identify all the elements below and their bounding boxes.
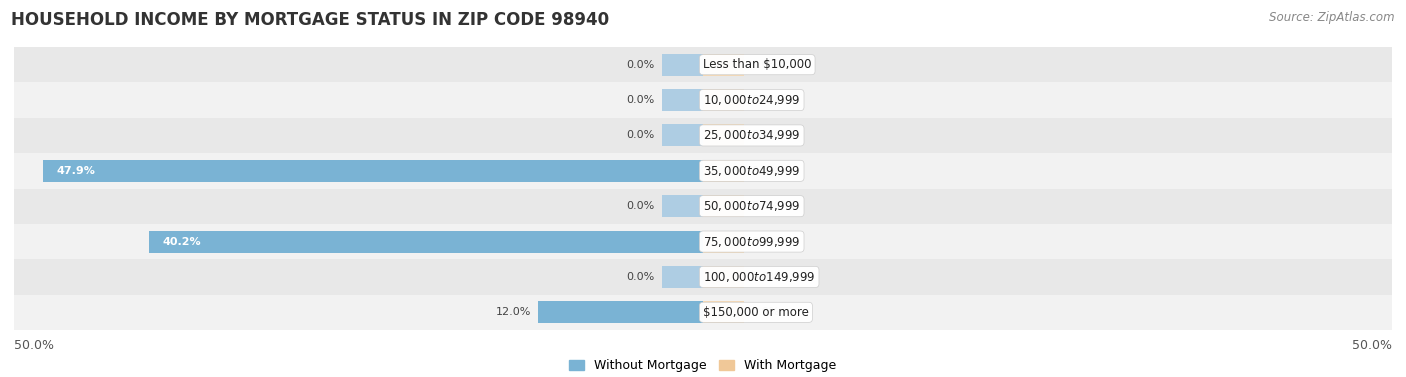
Text: 0.0%: 0.0%: [751, 130, 779, 141]
Bar: [703, 231, 744, 253]
Text: $150,000 or more: $150,000 or more: [703, 306, 808, 319]
Text: 12.0%: 12.0%: [495, 307, 531, 317]
Bar: [149, 231, 703, 253]
Text: 0.0%: 0.0%: [751, 307, 779, 317]
Text: 0.0%: 0.0%: [751, 60, 779, 70]
Bar: [703, 195, 744, 217]
Bar: [662, 266, 703, 288]
Text: $50,000 to $74,999: $50,000 to $74,999: [703, 199, 800, 213]
Bar: [44, 160, 703, 182]
Text: 40.2%: 40.2%: [163, 236, 201, 247]
Text: 0.0%: 0.0%: [751, 272, 779, 282]
Bar: [14, 259, 1392, 294]
Bar: [662, 54, 703, 76]
Text: Less than $10,000: Less than $10,000: [703, 58, 811, 71]
Text: 47.9%: 47.9%: [56, 166, 96, 176]
Text: $75,000 to $99,999: $75,000 to $99,999: [703, 234, 800, 248]
Text: 0.0%: 0.0%: [751, 166, 779, 176]
Text: 0.0%: 0.0%: [627, 60, 655, 70]
Text: 50.0%: 50.0%: [14, 339, 53, 352]
Bar: [14, 118, 1392, 153]
Bar: [703, 301, 744, 323]
Text: $10,000 to $24,999: $10,000 to $24,999: [703, 93, 800, 107]
Bar: [14, 188, 1392, 224]
Bar: [662, 124, 703, 146]
Bar: [703, 124, 744, 146]
Text: $25,000 to $34,999: $25,000 to $34,999: [703, 129, 800, 143]
Text: 0.0%: 0.0%: [751, 95, 779, 105]
Bar: [703, 89, 744, 111]
Bar: [14, 153, 1392, 188]
Legend: Without Mortgage, With Mortgage: Without Mortgage, With Mortgage: [564, 354, 842, 377]
Text: 0.0%: 0.0%: [627, 201, 655, 211]
Bar: [662, 89, 703, 111]
Bar: [537, 301, 703, 323]
Text: 0.0%: 0.0%: [627, 95, 655, 105]
Text: $100,000 to $149,999: $100,000 to $149,999: [703, 270, 815, 284]
Text: HOUSEHOLD INCOME BY MORTGAGE STATUS IN ZIP CODE 98940: HOUSEHOLD INCOME BY MORTGAGE STATUS IN Z…: [11, 11, 609, 29]
Bar: [14, 47, 1392, 83]
Bar: [703, 54, 744, 76]
Bar: [662, 195, 703, 217]
Text: 0.0%: 0.0%: [627, 130, 655, 141]
Text: 0.0%: 0.0%: [627, 272, 655, 282]
Bar: [703, 160, 744, 182]
Text: 50.0%: 50.0%: [1353, 339, 1392, 352]
Bar: [14, 224, 1392, 259]
Bar: [14, 294, 1392, 330]
Bar: [14, 83, 1392, 118]
Text: 0.0%: 0.0%: [751, 201, 779, 211]
Text: $35,000 to $49,999: $35,000 to $49,999: [703, 164, 800, 178]
Text: Source: ZipAtlas.com: Source: ZipAtlas.com: [1270, 11, 1395, 24]
Bar: [703, 266, 744, 288]
Text: 0.0%: 0.0%: [751, 236, 779, 247]
